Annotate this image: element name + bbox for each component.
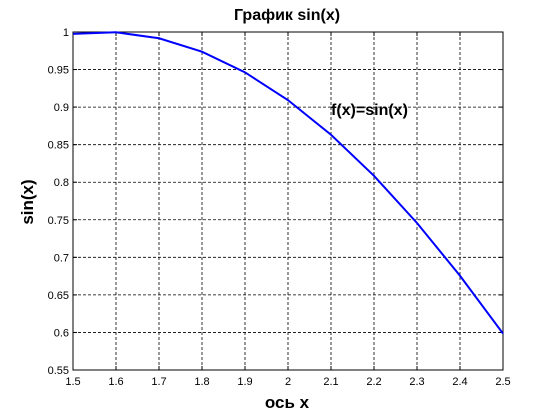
function-annotation: f(x)=sin(x) <box>331 102 408 119</box>
series-line <box>72 31 504 335</box>
ticks: 1.5 1.6 1.7 1.8 1.9 2 2.1 2.2 2.3 2.4 2.5 0.55 0.6 0.… <box>48 27 511 388</box>
y-tick-label: 0.75 <box>48 215 69 227</box>
x-tick-label: 1.8 <box>194 376 209 388</box>
chart-title: График sin(x) <box>234 7 340 24</box>
x-tick-label: 1.5 <box>65 376 80 388</box>
y-tick-label: 0.7 <box>54 252 69 264</box>
y-tick-label: 0.55 <box>48 365 69 377</box>
y-tick-label: 0.65 <box>48 290 69 302</box>
y-tick-label: 0.9 <box>54 102 69 114</box>
x-tick-label: 1.9 <box>237 376 252 388</box>
y-tick-label: 1 <box>63 27 69 39</box>
y-tick-label: 0.8 <box>54 177 69 189</box>
x-tick-label: 2.2 <box>366 376 381 388</box>
x-tick-label: 2.4 <box>452 376 467 388</box>
x-tick-label: 2 <box>285 376 291 388</box>
series-group <box>72 31 504 335</box>
x-tick-label: 1.7 <box>151 376 166 388</box>
grid <box>73 32 503 370</box>
y-tick-label: 0.95 <box>48 65 69 77</box>
x-tick-label: 2.3 <box>409 376 424 388</box>
x-tick-label: 2.5 <box>495 376 510 388</box>
y-tick-label: 0.85 <box>48 140 69 152</box>
y-tick-label: 0.6 <box>54 327 69 339</box>
x-tick-label: 1.6 <box>108 376 123 388</box>
x-axis-label: ось x <box>265 393 310 412</box>
x-tick-label: 2.1 <box>323 376 338 388</box>
y-axis-label: sin(x) <box>18 179 37 224</box>
